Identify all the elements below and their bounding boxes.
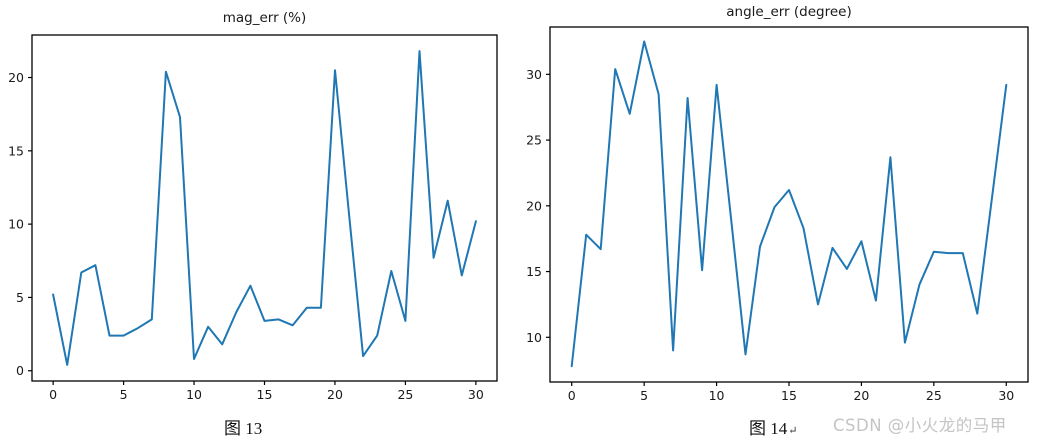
svg-text:5: 5 (120, 387, 128, 402)
figure-14-caption-text: 图 14 (749, 419, 788, 438)
svg-text:25: 25 (926, 388, 942, 403)
svg-text:10: 10 (526, 330, 542, 345)
figure-13-caption: 图 13 (224, 414, 262, 439)
svg-text:20: 20 (327, 387, 343, 402)
svg-text:30: 30 (526, 67, 542, 82)
svg-text:10: 10 (186, 387, 202, 402)
svg-text:10: 10 (8, 217, 24, 232)
svg-text:15: 15 (781, 388, 797, 403)
paragraph-return-mark: ↵ (788, 425, 798, 437)
svg-text:15: 15 (257, 387, 273, 402)
figure-14-caption: 图 14↵ (749, 414, 797, 439)
svg-text:30: 30 (998, 388, 1014, 403)
svg-text:5: 5 (640, 388, 648, 403)
svg-text:mag_err (%): mag_err (%) (223, 10, 307, 26)
angle-err-line-chart: 0 5 10 15 20 25 30 10 15 20 25 30 angle_err (degree) (526, 4, 1029, 403)
svg-text:angle_err (degree): angle_err (degree) (726, 4, 852, 20)
figure-13-caption-text: 图 13 (224, 419, 263, 438)
svg-text:25: 25 (397, 387, 413, 402)
svg-text:0: 0 (568, 388, 576, 403)
svg-text:10: 10 (709, 388, 725, 403)
svg-text:0: 0 (49, 387, 57, 402)
svg-text:15: 15 (8, 143, 24, 158)
svg-text:25: 25 (526, 133, 542, 148)
svg-text:5: 5 (16, 290, 24, 305)
svg-text:15: 15 (526, 264, 542, 279)
csdn-watermark: CSDN @小火龙的马甲 (833, 416, 1007, 435)
svg-text:0: 0 (16, 363, 24, 378)
svg-text:20: 20 (853, 388, 869, 403)
mag-err-line-chart: 0 5 10 15 20 25 30 0 5 10 15 20 mag_err (%) (8, 10, 498, 402)
svg-text:30: 30 (468, 387, 484, 402)
svg-text:20: 20 (526, 198, 542, 213)
svg-text:20: 20 (8, 70, 24, 85)
